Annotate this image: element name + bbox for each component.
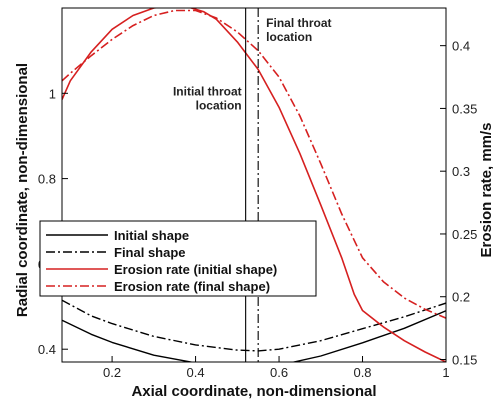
legend-label: Erosion rate (final shape) <box>114 279 270 294</box>
series-line-erosion-rate-final-shape <box>62 9 446 319</box>
series-curves <box>62 8 446 362</box>
annotation-final-throat: Final throat location <box>266 16 331 44</box>
annotation-initial-throat: Initial throat location <box>173 84 242 112</box>
right-axis-title: Erosion rate, mm/s <box>478 122 493 257</box>
legend-item-erosion-rate-final-shape: Erosion rate (final shape) <box>46 279 270 294</box>
left-tick-label: 1 <box>49 86 56 101</box>
x-axis-ticks: 0.2 0.4 0.6 0.8 1 <box>103 356 450 380</box>
x-tick-label: 0.6 <box>270 365 288 380</box>
right-tick-label: 0.3 <box>452 164 470 179</box>
x-tick-label: 0.2 <box>103 365 121 380</box>
series-line-final-shape <box>62 299 446 352</box>
x-tick-label: 0.4 <box>187 365 205 380</box>
legend-label: Erosion rate (initial shape) <box>114 262 277 277</box>
legend-box <box>39 220 317 297</box>
throat-lines <box>245 8 259 362</box>
right-axis-ticks: 0.15 0.2 0.25 0.3 0.35 0.4 <box>440 39 477 367</box>
x-tick-label: 0.8 <box>353 365 371 380</box>
right-tick-label: 0.4 <box>452 39 470 54</box>
left-tick-label: 0.8 <box>38 172 56 187</box>
right-tick-label: 0.15 <box>452 352 477 367</box>
legend: Initial shape Final shape Erosion rate (in… <box>39 220 317 297</box>
legend-item-erosion-rate-initial-shape: Erosion rate (initial shape) <box>46 262 277 277</box>
legend-label: Initial shape <box>114 228 189 243</box>
series-line-initial-shape <box>62 310 446 362</box>
right-tick-label: 0.25 <box>452 227 477 242</box>
legend-label: Final shape <box>114 245 186 260</box>
annotations: Initial throat location Final throat locati… <box>173 16 332 112</box>
left-axis-title: Radial coordinate, non-dimensional <box>14 63 31 317</box>
x-axis-title: Axial coordinate, non-dimensional <box>131 383 376 400</box>
right-tick-label: 0.35 <box>452 101 477 116</box>
legend-item-final-shape: Final shape <box>46 245 186 260</box>
x-tick-label: 1 <box>442 365 449 380</box>
right-tick-label: 0.2 <box>452 290 470 305</box>
left-tick-label: 0.4 <box>38 342 56 357</box>
legend-item-initial-shape: Initial shape <box>46 228 189 243</box>
plot-frame <box>61 7 447 363</box>
series-line-erosion-rate-initial-shape <box>62 8 446 362</box>
legend-items: Initial shape Final shape Erosion rate (in… <box>46 228 277 294</box>
